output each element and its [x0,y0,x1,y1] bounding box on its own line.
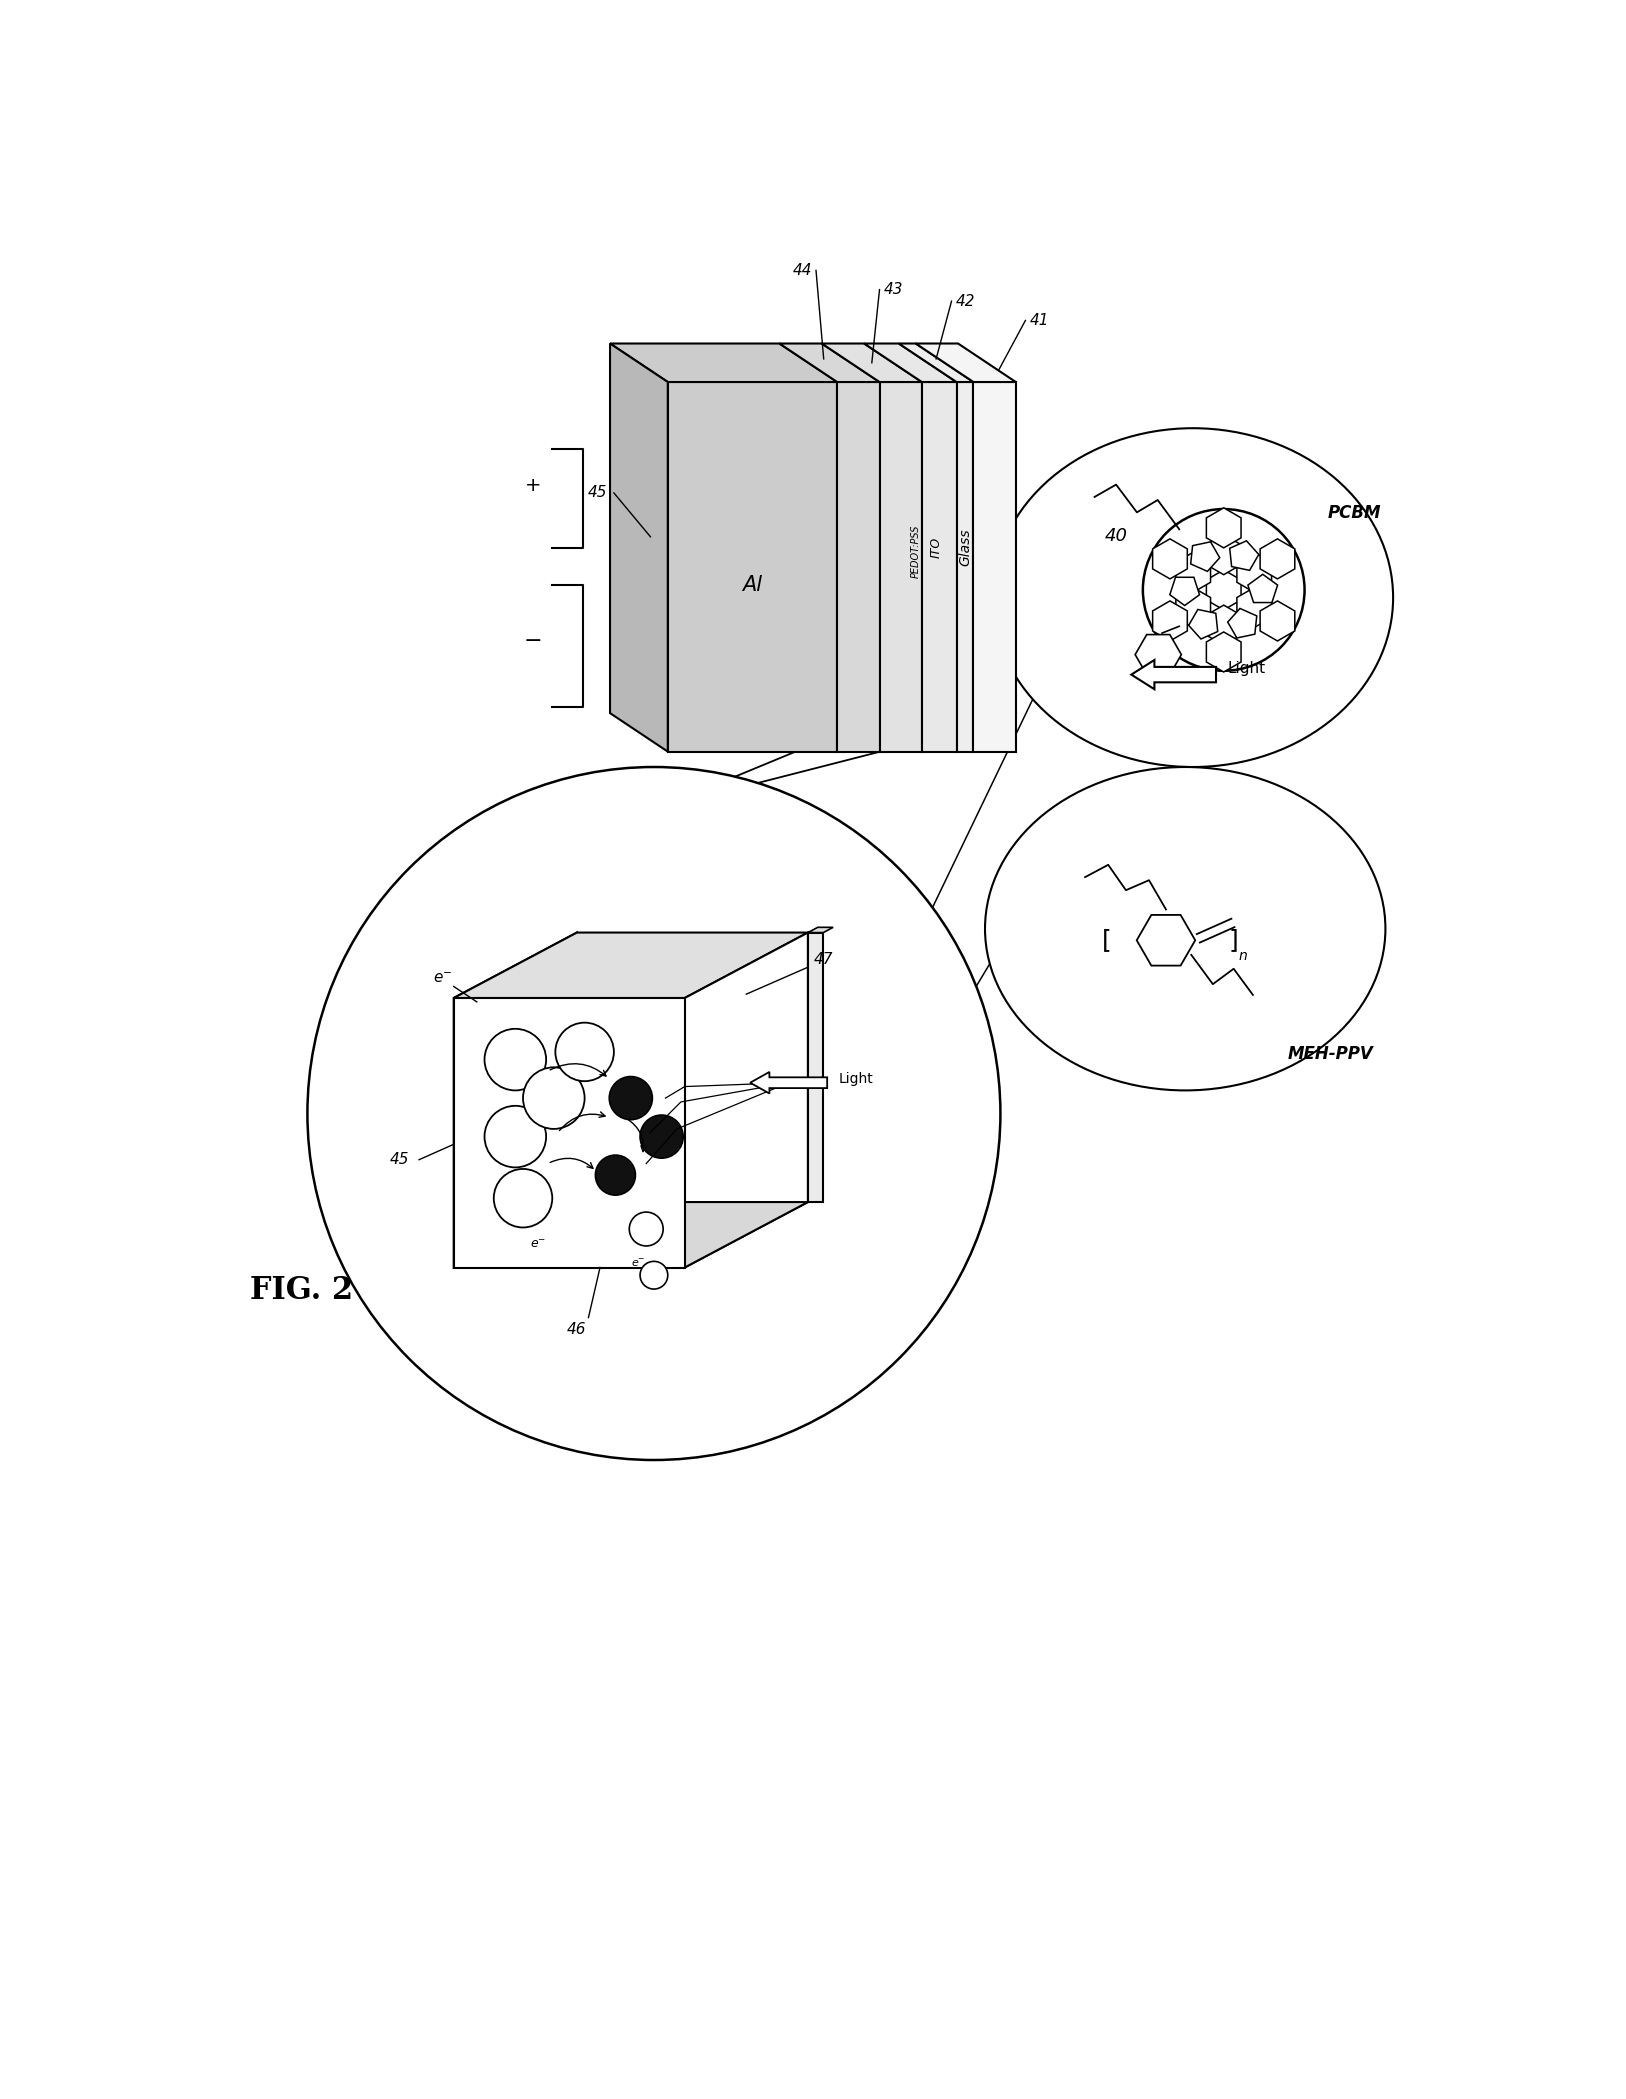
Polygon shape [454,997,685,1268]
Circle shape [524,1066,585,1129]
Text: 47: 47 [813,953,833,968]
Text: 44: 44 [792,262,811,277]
Polygon shape [1190,542,1220,571]
Circle shape [1143,510,1304,672]
Polygon shape [1153,539,1187,579]
Text: Light: Light [839,1073,873,1085]
Text: 42: 42 [956,294,976,309]
Polygon shape [1247,575,1278,602]
Text: 40: 40 [1104,527,1127,546]
Text: ITO: ITO [930,537,943,558]
Polygon shape [956,382,974,751]
Text: PCBM: PCBM [1328,504,1382,523]
Polygon shape [1169,577,1200,605]
Polygon shape [1206,632,1241,672]
Polygon shape [837,382,880,751]
Polygon shape [974,382,1016,751]
Polygon shape [1135,634,1182,674]
Polygon shape [1153,600,1187,640]
Circle shape [556,1022,615,1081]
Circle shape [494,1169,553,1228]
Text: [: [ [1102,928,1112,953]
Text: e$^{-}$: e$^{-}$ [530,1238,546,1251]
Polygon shape [685,932,808,1268]
Circle shape [595,1154,636,1194]
Circle shape [641,1115,683,1159]
Text: 45: 45 [589,485,608,500]
FancyArrow shape [750,1073,828,1094]
Polygon shape [1237,552,1272,592]
Polygon shape [454,932,577,1268]
Polygon shape [821,344,922,382]
Circle shape [485,1106,546,1167]
Ellipse shape [985,766,1385,1089]
Polygon shape [915,344,1016,382]
Polygon shape [880,382,922,751]
Polygon shape [1260,539,1294,579]
Polygon shape [922,382,956,751]
Text: +: + [525,476,541,495]
Polygon shape [808,932,823,1203]
Polygon shape [1189,609,1218,638]
Circle shape [610,1077,652,1119]
Ellipse shape [993,428,1393,766]
Circle shape [307,766,1000,1461]
Text: 43: 43 [883,281,902,298]
Text: n: n [1239,949,1247,963]
Polygon shape [1237,588,1272,628]
Circle shape [629,1211,663,1247]
Polygon shape [454,1203,808,1268]
Polygon shape [899,344,974,382]
Polygon shape [1229,542,1259,571]
Polygon shape [779,344,880,382]
Polygon shape [610,344,837,382]
Polygon shape [1260,600,1294,640]
Polygon shape [863,344,956,382]
Text: e$^{-}$: e$^{-}$ [631,1257,646,1270]
Circle shape [641,1261,668,1289]
Polygon shape [1176,552,1210,592]
Polygon shape [454,932,808,997]
Polygon shape [1206,508,1241,548]
Text: FIG. 2: FIG. 2 [250,1274,353,1306]
Text: Light: Light [1228,661,1265,676]
Polygon shape [808,928,833,932]
Polygon shape [1206,605,1241,644]
Polygon shape [1206,535,1241,575]
Text: ]: ] [1228,928,1237,953]
Polygon shape [668,382,837,751]
Text: 41: 41 [1029,313,1049,327]
Polygon shape [1176,588,1210,628]
Polygon shape [1206,571,1241,611]
Text: −: − [524,630,543,651]
Text: 46: 46 [567,1322,587,1337]
Circle shape [485,1029,546,1089]
Polygon shape [1137,915,1195,966]
Polygon shape [610,344,668,751]
FancyArrow shape [1132,659,1216,688]
Text: Glass: Glass [959,529,972,567]
Polygon shape [1228,609,1257,638]
Text: MEH-PPV: MEH-PPV [1288,1045,1374,1064]
Text: Al: Al [743,575,763,596]
Text: e$^{-}$: e$^{-}$ [433,972,452,987]
Text: PEDOT:PSS: PEDOT:PSS [911,525,920,577]
Text: 45: 45 [390,1152,410,1167]
